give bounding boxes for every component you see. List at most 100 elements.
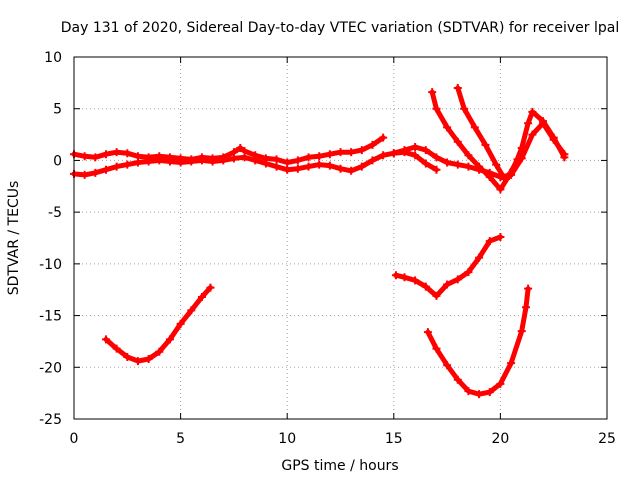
data-point [368,140,377,149]
data-point [315,160,324,169]
data-point [101,335,110,344]
grid-lines [74,57,607,419]
data-point [432,344,441,353]
data-point [460,104,469,113]
series-arc-2 [70,148,441,179]
data-point [357,162,366,171]
data-point [496,379,505,388]
data-point [481,140,490,149]
data-point [453,160,462,169]
data-point [187,157,196,166]
data-point [524,284,533,293]
data-point [80,152,89,161]
data-point [475,390,484,399]
data-point [165,335,174,344]
data-point [423,328,432,337]
data-point [283,158,292,167]
data-point [261,159,270,168]
data-point [176,158,185,167]
data-point [411,276,420,285]
data-point [517,327,526,336]
data-point [219,156,228,165]
data-point [521,303,530,312]
data-point [453,84,462,93]
data-point [123,160,132,169]
data-point [336,164,345,173]
data-point [165,157,174,166]
data-point [485,237,494,246]
data-point [379,133,388,142]
data-point [507,359,516,368]
data-point [112,344,121,353]
data-point [432,153,441,162]
data-point [80,170,89,179]
data-point [421,282,430,291]
data-point [432,104,441,113]
data-point [485,388,494,397]
data-point [208,157,217,166]
plot-frame [73,56,608,420]
data-point [336,148,345,157]
data-point [485,172,494,181]
data-point [421,159,430,168]
data-point [475,253,484,262]
data-point [283,165,292,174]
axis-ticks: 0 5 10 15 20 25 -25 -20 -15 -10 -5 0 5 10 [39,50,616,447]
data-point [528,130,537,139]
data-point [155,156,164,165]
data-point [197,292,206,301]
x-axis-label: GPS time / hours [281,458,398,474]
data-point [443,158,452,167]
data-point [101,165,110,174]
data-point [517,144,526,153]
y-tick-label: -20 [39,360,62,376]
series-line [425,286,531,397]
data-point [144,157,153,166]
data-point [197,156,206,165]
data-point [347,166,356,175]
data-point [528,107,537,116]
data-point [389,149,398,158]
x-tick-label: 15 [385,431,403,447]
data-series [70,84,569,399]
data-point [475,162,484,171]
y-tick-label: -10 [39,257,62,273]
x-tick-label: 20 [491,431,509,447]
data-point [443,361,452,370]
data-point [240,153,249,162]
data-point [453,375,462,384]
data-point [123,352,132,361]
data-point [539,117,548,126]
data-point [236,144,245,153]
data-point [123,149,132,158]
data-point [453,137,462,146]
data-point [509,165,518,174]
data-point [206,283,215,292]
data-point [112,162,121,171]
data-point [176,319,185,328]
data-point [421,146,430,155]
y-tick-label: 5 [53,102,62,118]
data-point [144,355,153,364]
y-tick-label: 10 [44,50,62,66]
data-point [133,357,142,366]
data-point [428,88,437,97]
data-point [524,119,533,128]
y-axis-label: SDTVAR / TECUs [6,181,22,296]
data-point [464,162,473,171]
data-point [400,273,409,282]
data-point [229,154,238,163]
data-point [293,164,302,173]
data-point [496,232,505,241]
data-point [368,156,377,165]
data-point [470,123,479,132]
data-point [560,153,569,162]
y-tick-label: -15 [39,309,62,325]
x-tick-label: 0 [70,431,79,447]
series-line [393,234,503,299]
data-point [155,347,164,356]
data-point [500,175,509,184]
series-arc-3 [101,283,215,366]
series-arc-8 [423,284,533,399]
